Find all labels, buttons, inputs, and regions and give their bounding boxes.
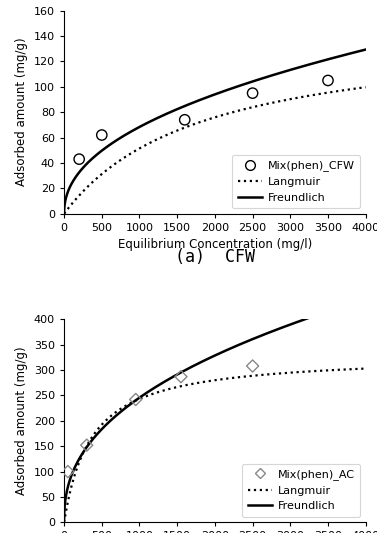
Point	[325, 76, 331, 85]
Point	[250, 89, 256, 98]
Point	[84, 441, 90, 449]
Point	[178, 373, 184, 381]
Point	[99, 131, 105, 139]
Legend: Mix(phen)_AC, Langmuir, Freundlich: Mix(phen)_AC, Langmuir, Freundlich	[242, 464, 360, 517]
Y-axis label: Adsorbed amount (mg/g): Adsorbed amount (mg/g)	[15, 38, 28, 187]
Text: (a)  CFW: (a) CFW	[175, 248, 255, 266]
Y-axis label: Adsorbed amount (mg/g): Adsorbed amount (mg/g)	[15, 346, 28, 495]
X-axis label: Equilibrium Concentration (mg/l): Equilibrium Concentration (mg/l)	[118, 238, 312, 251]
Point	[65, 467, 71, 476]
Point	[133, 395, 139, 404]
Point	[250, 362, 256, 370]
Legend: Mix(phen)_CFW, Langmuir, Freundlich: Mix(phen)_CFW, Langmuir, Freundlich	[232, 155, 360, 208]
Point	[76, 155, 82, 164]
Point	[182, 116, 188, 124]
